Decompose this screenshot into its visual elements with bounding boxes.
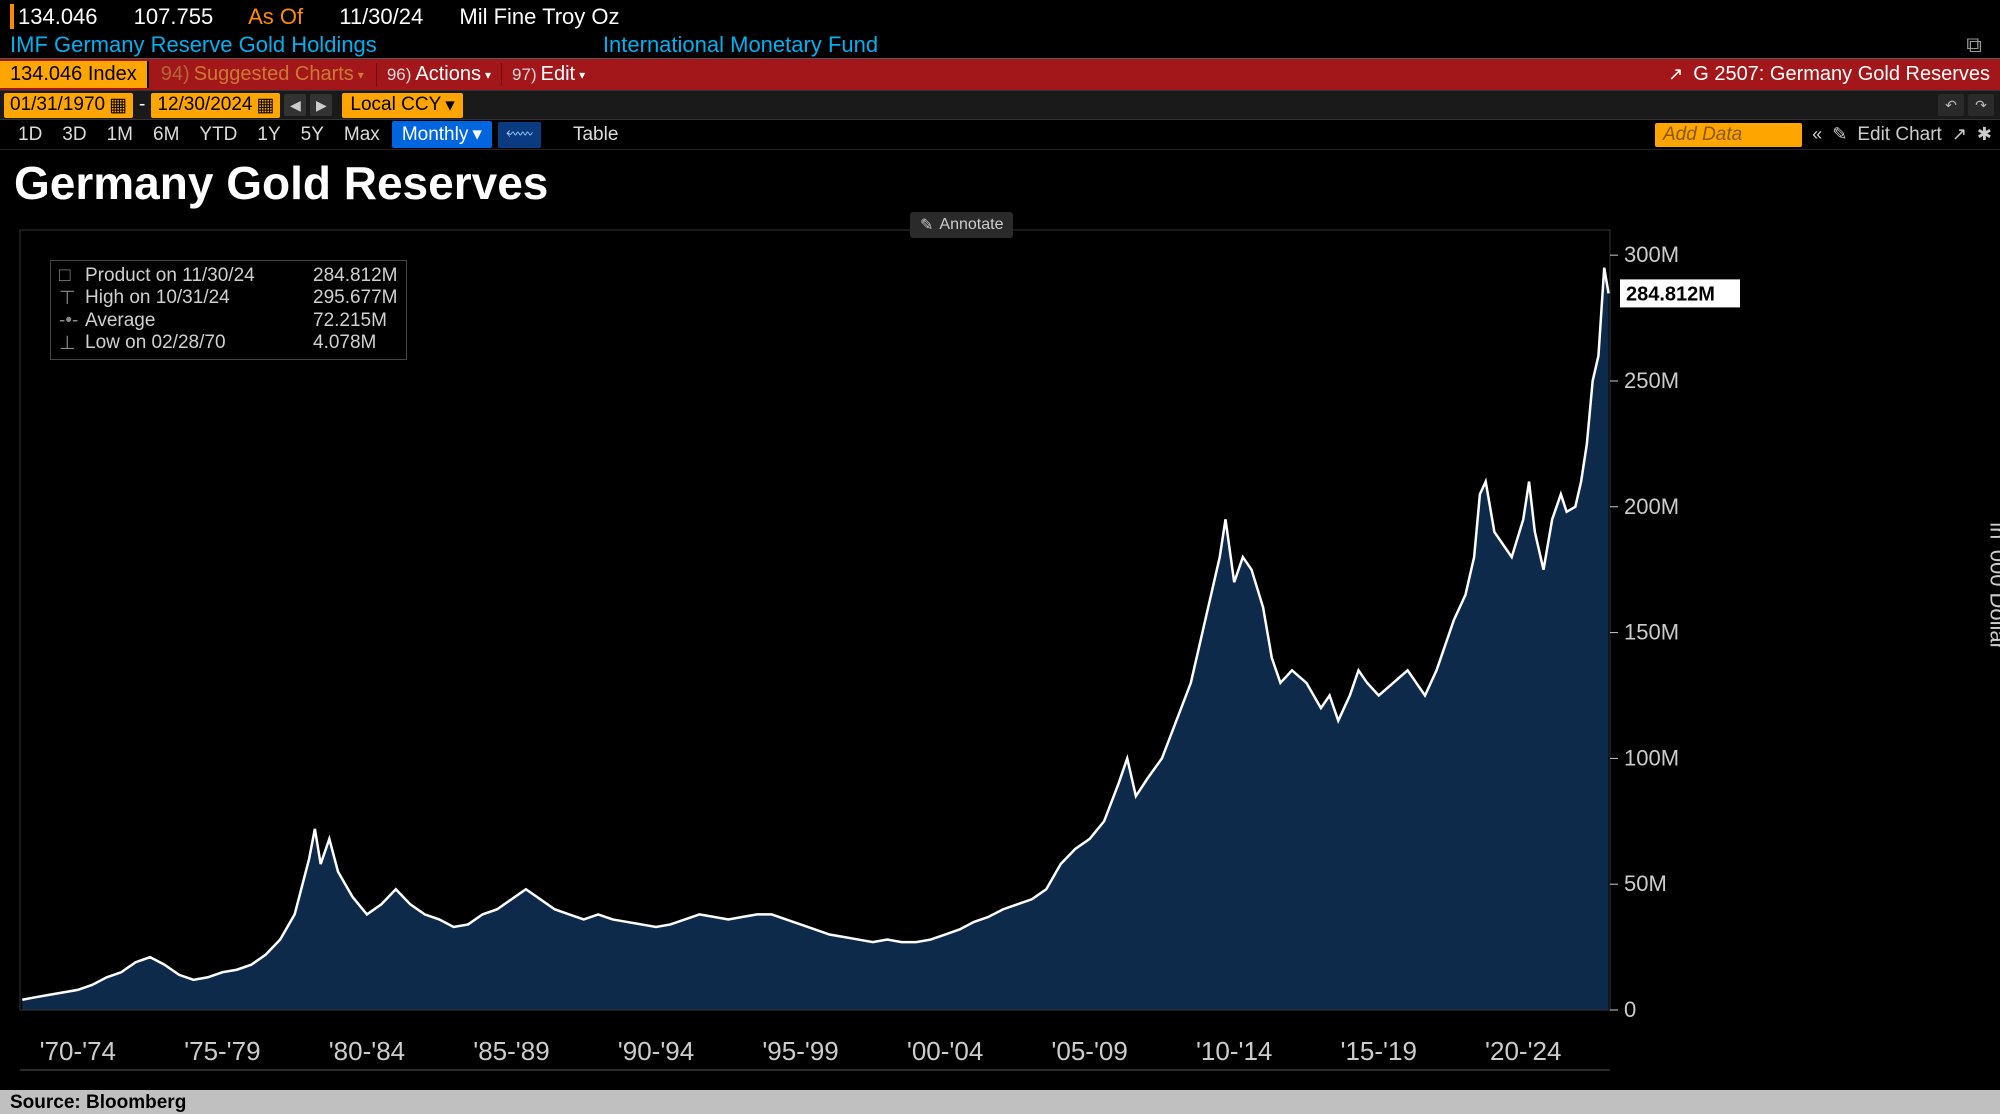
svg-text:0: 0 [1624,997,1636,1022]
svg-text:50M: 50M [1624,871,1667,896]
asof-label: As Of [248,4,303,29]
edit-link[interactable]: 97) Edit ▾ [501,63,595,86]
date-toolbar: 01/31/1970 ▦ - 12/30/2024 ▦ ◀ ▶ Local CC… [0,90,2000,120]
range-3d[interactable]: 3D [52,122,96,147]
svg-text:300M: 300M [1624,242,1679,267]
chart-title: Germany Gold Reserves [0,150,2000,210]
data-source-name: International Monetary Fund [603,32,878,57]
unit-label: Mil Fine Troy Oz [459,4,619,29]
svg-text:'00-'04: '00-'04 [907,1036,983,1066]
popout-icon[interactable]: ⧉ [1966,32,1982,58]
quote-value-b: 107.755 [134,4,214,29]
add-data-input[interactable]: Add Data [1655,123,1802,147]
svg-text:'90-'94: '90-'94 [618,1036,694,1066]
collapse-icon[interactable]: « [1812,124,1822,145]
range-max[interactable]: Max [334,122,390,147]
redo-button[interactable]: ↷ [1968,94,1994,116]
chart-stats-box: □Product on 11/30/24284.812M⊤High on 10/… [50,260,407,360]
calendar-icon: ▦ [256,94,274,117]
pencil-icon: ✎ [920,215,933,235]
table-link[interactable]: Table [573,124,618,146]
svg-text:'10-'14: '10-'14 [1196,1036,1272,1066]
stats-row: □Product on 11/30/24284.812M [59,265,398,287]
range-bar: 1D3D1M6MYTD1Y5YMax Monthly ▾ ⬳ Table Add… [0,120,2000,150]
svg-text:100M: 100M [1624,745,1679,770]
range-5y[interactable]: 5Y [291,122,334,147]
svg-text:'75-'79: '75-'79 [184,1036,260,1066]
chevron-down-icon: ▾ [579,68,585,82]
chevron-down-icon: ▾ [358,68,364,82]
asof-date: 11/30/24 [339,4,423,29]
export-icon[interactable]: ↗ [1952,124,1967,145]
date-from-input[interactable]: 01/31/1970 ▦ [4,93,133,118]
date-to-input[interactable]: 12/30/2024 ▦ [151,93,280,118]
currency-select[interactable]: Local CCY ▾ [342,93,462,118]
actions-link[interactable]: 96) Actions ▾ [376,63,501,86]
svg-text:'80-'84: '80-'84 [329,1036,405,1066]
y-axis-title: in '000 Dollar [1985,522,2000,650]
ticker-name: IMF Germany Reserve Gold Holdings [10,32,377,57]
external-link-icon[interactable]: ↗ [1668,64,1683,85]
prev-button[interactable]: ◀ [284,94,306,116]
index-box[interactable]: 134.046 Index [0,61,149,88]
svg-text:150M: 150M [1624,620,1679,645]
chevron-down-icon: ▾ [472,123,482,146]
chart-type-button[interactable]: ⬳ [498,122,541,148]
pencil-icon[interactable]: ✎ [1832,124,1847,145]
command-bar: 134.046 Index 94) Suggested Charts ▾ 96)… [0,58,2000,90]
chart-source: Source: Bloomberg [0,1090,2000,1114]
undo-button[interactable]: ↶ [1938,94,1964,116]
range-1m[interactable]: 1M [97,122,143,147]
chevron-down-icon: ▾ [445,94,455,117]
quote-value-a: 134.046 [10,4,98,29]
range-6m[interactable]: 6M [143,122,189,147]
stats-row: ⊥Low on 02/28/704.078M [59,332,398,355]
calendar-icon: ▦ [109,94,127,117]
svg-text:'05-'09: '05-'09 [1051,1036,1127,1066]
svg-text:250M: 250M [1624,368,1679,393]
chart-id-label: G 2507: Germany Gold Reserves [1693,63,1990,86]
range-ytd[interactable]: YTD [189,122,247,147]
svg-text:284.812M: 284.812M [1626,283,1715,305]
gear-icon[interactable]: ✱ [1977,124,1992,145]
stats-row: -•-Average72.215M [59,310,398,332]
range-1y[interactable]: 1Y [247,122,290,147]
svg-text:'70-'74: '70-'74 [40,1036,116,1066]
chevron-down-icon: ▾ [485,68,491,82]
svg-text:'85-'89: '85-'89 [473,1036,549,1066]
next-button[interactable]: ▶ [310,94,332,116]
svg-text:'20-'24: '20-'24 [1485,1036,1561,1066]
annotate-button[interactable]: ✎ Annotate [910,212,1013,238]
stats-row: ⊤High on 10/31/24295.677M [59,287,398,310]
suggested-charts-link[interactable]: 94) Suggested Charts ▾ [149,63,376,86]
top-info: 134.046 107.755 As Of 11/30/24 Mil Fine … [0,0,2000,58]
period-select[interactable]: Monthly ▾ [392,121,492,148]
chart-area: ✎ Annotate □Product on 11/30/24284.812M⊤… [0,210,2000,1090]
edit-chart-link[interactable]: Edit Chart [1857,124,1941,146]
svg-text:'95-'99: '95-'99 [762,1036,838,1066]
svg-text:'15-'19: '15-'19 [1341,1036,1417,1066]
range-1d[interactable]: 1D [8,122,52,147]
svg-text:200M: 200M [1624,494,1679,519]
